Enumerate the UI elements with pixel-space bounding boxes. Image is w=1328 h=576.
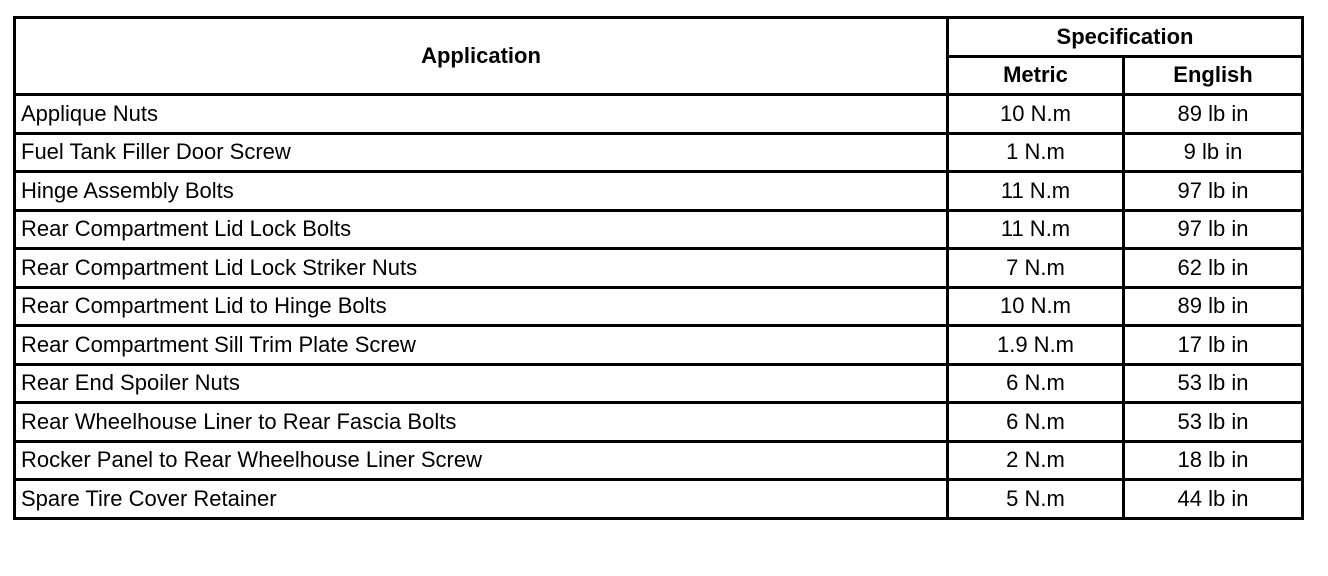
header-english: English bbox=[1121, 54, 1305, 96]
english-cell: 89 lb in bbox=[1121, 285, 1305, 327]
english-cell: 18 lb in bbox=[1121, 439, 1305, 481]
table-row: Rear Wheelhouse Liner to Rear Fascia Bol… bbox=[13, 401, 1305, 443]
subheader-row: Metric English bbox=[15, 54, 1305, 96]
english-cell: 9 lb in bbox=[1121, 131, 1305, 173]
metric-cell: 7 N.m bbox=[946, 247, 1125, 289]
english-cell: 17 lb in bbox=[1121, 324, 1305, 366]
application-cell: Applique Nuts bbox=[13, 93, 949, 135]
application-cell: Fuel Tank Filler Door Screw bbox=[13, 131, 949, 173]
header-specification: Specification bbox=[945, 16, 1305, 58]
header-row: Application Specification bbox=[13, 16, 1305, 96]
metric-cell: 2 N.m bbox=[946, 439, 1125, 481]
torque-spec-table: Application Specification Metric English… bbox=[13, 16, 1305, 520]
table-row: Rear Compartment Sill Trim Plate Screw 1.… bbox=[13, 324, 1305, 366]
application-cell: Rear Wheelhouse Liner to Rear Fascia Bol… bbox=[13, 401, 949, 443]
table-row: Rear Compartment Lid Lock Striker Nuts 7 … bbox=[13, 247, 1305, 289]
table-body: Applique Nuts 10 N.m 89 lb in Fuel Tank Fil… bbox=[13, 93, 1305, 520]
application-cell: Rocker Panel to Rear Wheelhouse Liner Sc… bbox=[13, 439, 949, 481]
table-row: Fuel Tank Filler Door Screw 1 N.m 9 lb in bbox=[13, 131, 1305, 173]
metric-cell: 10 N.m bbox=[946, 285, 1125, 327]
english-cell: 53 lb in bbox=[1121, 362, 1305, 404]
application-cell: Rear End Spoiler Nuts bbox=[13, 362, 949, 404]
header-application: Application bbox=[13, 16, 949, 96]
english-cell: 89 lb in bbox=[1121, 93, 1305, 135]
application-cell: Rear Compartment Lid Lock Striker Nuts bbox=[13, 247, 949, 289]
table-row: Rear Compartment Lid Lock Bolts 11 N.m 97 … bbox=[13, 208, 1305, 250]
application-cell: Rear Compartment Lid Lock Bolts bbox=[13, 208, 949, 250]
application-cell: Spare Tire Cover Retainer bbox=[13, 478, 949, 520]
table-row: Rear End Spoiler Nuts 6 N.m 53 lb in bbox=[13, 362, 1305, 404]
metric-cell: 11 N.m bbox=[946, 170, 1125, 212]
table-row: Rear Compartment Lid to Hinge Bolts 10 N.… bbox=[13, 285, 1305, 327]
metric-cell: 10 N.m bbox=[946, 93, 1125, 135]
english-cell: 53 lb in bbox=[1121, 401, 1305, 443]
application-cell: Rear Compartment Lid to Hinge Bolts bbox=[13, 285, 949, 327]
metric-cell: 5 N.m bbox=[946, 478, 1125, 520]
table-row: Rocker Panel to Rear Wheelhouse Liner Sc… bbox=[13, 439, 1305, 481]
metric-cell: 6 N.m bbox=[946, 401, 1125, 443]
metric-cell: 6 N.m bbox=[946, 362, 1125, 404]
application-cell: Rear Compartment Sill Trim Plate Screw bbox=[13, 324, 949, 366]
english-cell: 62 lb in bbox=[1121, 247, 1305, 289]
application-cell: Hinge Assembly Bolts bbox=[13, 170, 949, 212]
metric-cell: 11 N.m bbox=[946, 208, 1125, 250]
english-cell: 44 lb in bbox=[1121, 478, 1305, 520]
table-row: Spare Tire Cover Retainer 5 N.m 44 lb in bbox=[13, 478, 1305, 520]
table-row: Applique Nuts 10 N.m 89 lb in bbox=[13, 93, 1305, 135]
table-row: Hinge Assembly Bolts 11 N.m 97 lb in bbox=[13, 170, 1305, 212]
english-cell: 97 lb in bbox=[1121, 208, 1305, 250]
metric-cell: 1 N.m bbox=[946, 131, 1125, 173]
english-cell: 97 lb in bbox=[1121, 170, 1305, 212]
metric-cell: 1.9 N.m bbox=[946, 324, 1125, 366]
header-metric: Metric bbox=[946, 54, 1125, 96]
